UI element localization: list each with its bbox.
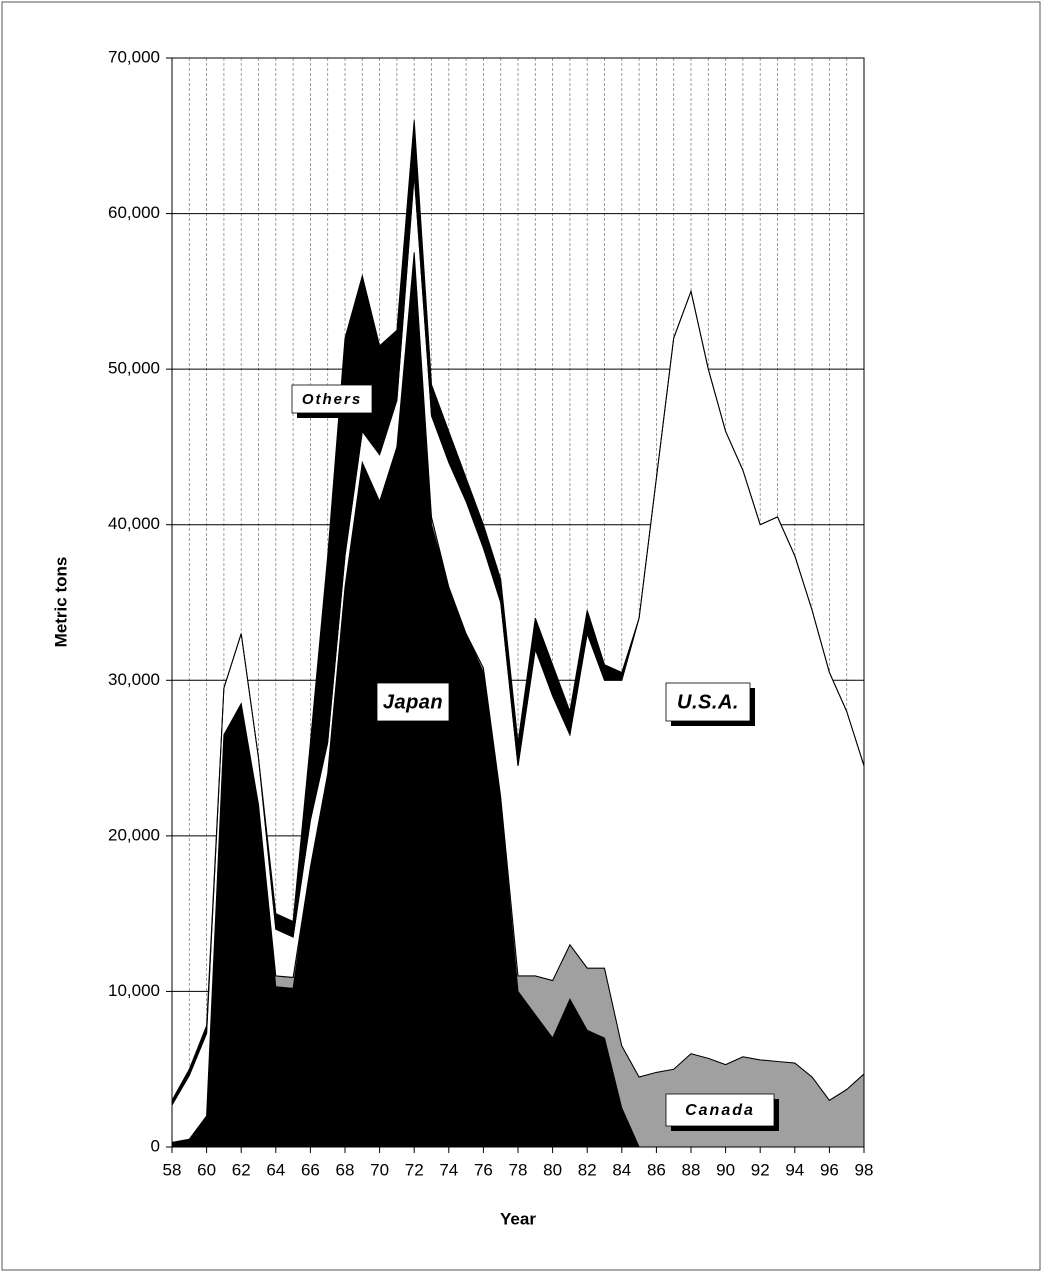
label-box [665, 682, 751, 722]
x-tick-label: 74 [439, 1160, 458, 1179]
x-tick-label: 58 [163, 1160, 182, 1179]
x-tick-label: 70 [370, 1160, 389, 1179]
x-tick-label: 88 [682, 1160, 701, 1179]
y-axis-title: Metric tons [51, 557, 70, 648]
series-label: Japan [383, 691, 443, 713]
x-tick-label: 64 [266, 1160, 285, 1179]
x-axis-title: Year [500, 1209, 536, 1228]
y-tick-label: 60,000 [108, 203, 160, 222]
x-tick-label: 90 [716, 1160, 735, 1179]
y-tick-label: 50,000 [108, 359, 160, 378]
plot-frame [171, 57, 865, 1148]
x-tick-label: 78 [509, 1160, 528, 1179]
label-box [665, 1093, 775, 1127]
y-tick-label: 0 [151, 1136, 160, 1155]
x-tick-label: 60 [197, 1160, 216, 1179]
x-tick-label: 82 [578, 1160, 597, 1179]
x-tick-label: 98 [855, 1160, 874, 1179]
y-tick-label: 20,000 [108, 825, 160, 844]
area [171, 120, 865, 1107]
x-tick-label: 80 [543, 1160, 562, 1179]
series-label: Others [302, 391, 362, 408]
y-tick-label: 30,000 [108, 670, 160, 689]
series-label: Canada [685, 1102, 755, 1119]
series-label: U.S.A. [677, 691, 739, 713]
x-tick-label: 66 [301, 1160, 320, 1179]
y-tick-label: 70,000 [108, 47, 160, 66]
y-tick-label: 40,000 [108, 514, 160, 533]
x-tick-label: 68 [336, 1160, 355, 1179]
x-tick-label: 84 [612, 1160, 631, 1179]
x-tick-label: 62 [232, 1160, 251, 1179]
label-box [291, 384, 373, 414]
x-tick-label: 96 [820, 1160, 839, 1179]
x-tick-label: 76 [474, 1160, 493, 1179]
x-tick-label: 86 [647, 1160, 666, 1179]
x-tick-label: 92 [751, 1160, 770, 1179]
x-tick-label: 72 [405, 1160, 424, 1179]
y-tick-label: 10,000 [108, 981, 160, 1000]
x-tick-label: 94 [785, 1160, 804, 1179]
label-box [376, 682, 450, 722]
